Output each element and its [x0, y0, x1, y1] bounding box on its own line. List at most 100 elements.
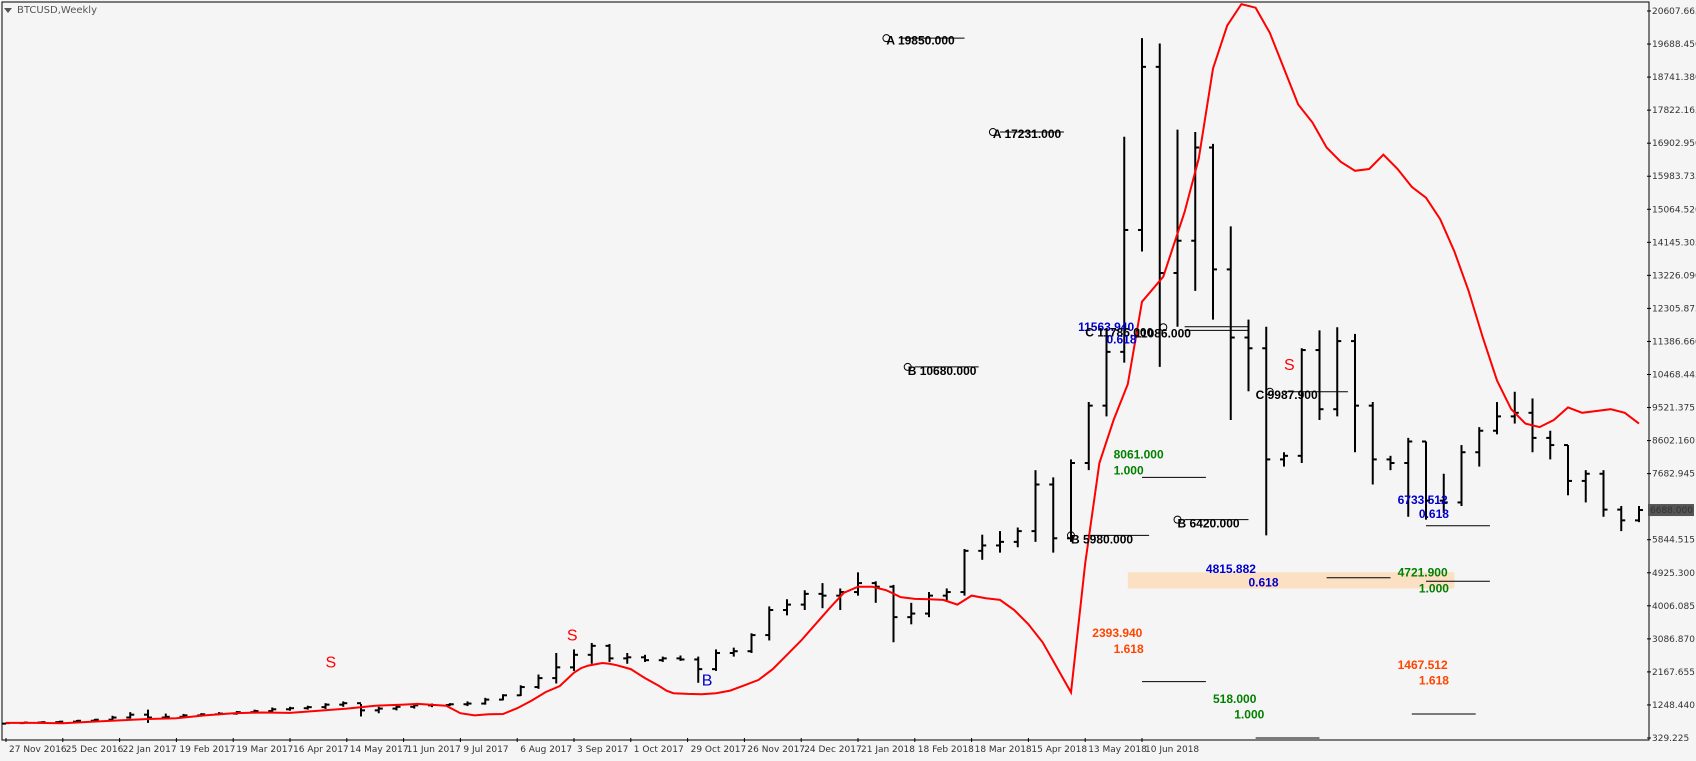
pivot-circle	[903, 362, 912, 371]
ohlc-bar[interactable]	[1262, 326, 1271, 536]
ohlc-bar[interactable]	[1439, 473, 1448, 514]
ohlc-bar[interactable]	[623, 653, 632, 664]
x-tick-label: 16 Apr 2017	[293, 745, 349, 755]
ohlc-bar[interactable]	[392, 704, 401, 711]
ohlc-bar[interactable]	[1564, 444, 1572, 496]
ohlc-bar[interactable]	[161, 713, 170, 719]
ohlc-bar[interactable]	[587, 642, 596, 664]
ohlc-bar[interactable]	[268, 707, 277, 713]
ohlc-bar[interactable]	[1315, 330, 1324, 420]
ohlc-bar[interactable]	[1244, 319, 1253, 392]
ohlc-bar[interactable]	[1475, 427, 1484, 467]
ohlc-bar[interactable]	[1581, 470, 1590, 503]
ohlc-bar[interactable]	[1457, 445, 1466, 507]
y-tick-label: 16902.950	[1652, 139, 1696, 149]
ohlc-bar[interactable]	[1297, 348, 1306, 463]
ohlc-bar[interactable]	[942, 588, 951, 602]
fibonacci-level-label: 0.618	[1419, 507, 1449, 521]
ohlc-bar[interactable]	[339, 701, 348, 707]
y-tick-label: 10468.445	[1652, 371, 1696, 381]
ohlc-bar[interactable]	[658, 656, 667, 662]
x-tick-label: 11 Jun 2017	[407, 745, 461, 755]
ohlc-bar[interactable]	[960, 549, 969, 596]
ohlc-bar[interactable]	[854, 572, 862, 596]
ohlc-bar[interactable]	[1138, 38, 1146, 252]
pivot-circle	[988, 128, 997, 137]
ohlc-bar[interactable]	[1013, 527, 1022, 548]
ohlc-bar[interactable]	[374, 706, 383, 714]
ohlc-bar[interactable]	[1404, 437, 1413, 517]
ohlc-bar[interactable]	[1155, 43, 1164, 367]
symbol-label: BTCUSD,Weekly	[17, 5, 97, 16]
ohlc-bar[interactable]	[1102, 330, 1111, 417]
ohlc-bar[interactable]	[1191, 132, 1200, 291]
ohlc-bar[interactable]	[747, 633, 756, 654]
ohlc-bar[interactable]	[800, 590, 809, 610]
ohlc-bar[interactable]	[534, 674, 543, 689]
y-tick-label: 14145.305	[1652, 238, 1696, 248]
ohlc-bar[interactable]	[1226, 226, 1235, 420]
ohlc-bar[interactable]	[694, 656, 703, 683]
ohlc-bar[interactable]	[126, 712, 135, 719]
signal-marker: B	[702, 672, 713, 689]
fibonacci-level-label: 0.618	[1249, 576, 1279, 590]
ohlc-bar[interactable]	[1635, 506, 1643, 523]
ohlc-bar[interactable]	[552, 653, 561, 684]
triangle-down-icon[interactable]	[4, 8, 12, 13]
ohlc-bar[interactable]	[729, 647, 738, 657]
x-tick-label: 15 Apr 2018	[1031, 745, 1087, 755]
y-tick-label: 5844.515	[1652, 536, 1695, 546]
ohlc-bar[interactable]	[907, 602, 916, 625]
ohlc-bar[interactable]	[1351, 333, 1359, 453]
ohlc-bar[interactable]	[676, 655, 685, 661]
ohlc-bar[interactable]	[1422, 440, 1430, 520]
ohlc-bar[interactable]	[144, 709, 152, 723]
ohlc-bar[interactable]	[1617, 506, 1626, 532]
ohlc-bar[interactable]	[871, 581, 880, 603]
ohlc-bar[interactable]	[1084, 402, 1093, 471]
ohlc-bar[interactable]	[1333, 327, 1342, 417]
ohlc-bar[interactable]	[321, 703, 330, 709]
ohlc-bar[interactable]	[499, 694, 507, 701]
signal-marker: S	[1284, 357, 1295, 374]
ohlc-bar[interactable]	[516, 685, 525, 697]
ohlc-bar[interactable]	[605, 644, 614, 662]
ohlc-bar[interactable]	[978, 534, 987, 560]
ohlc-bar[interactable]	[1368, 402, 1377, 485]
ohlc-bar[interactable]	[641, 654, 649, 662]
x-tick-label: 24 Dec 2017	[804, 745, 862, 755]
ohlc-bar[interactable]	[1049, 477, 1058, 553]
x-tick-label: 21 Jan 2018	[861, 745, 915, 755]
ohlc-bar[interactable]	[1599, 470, 1608, 517]
wave-label: 11563.940	[1078, 320, 1134, 334]
ohlc-bar[interactable]	[996, 531, 1004, 553]
ohlc-bar[interactable]	[1031, 470, 1040, 542]
ohlc-bar[interactable]	[303, 705, 312, 710]
ohlc-bar[interactable]	[357, 702, 365, 717]
ohlc-bar[interactable]	[1493, 402, 1501, 435]
ohlc-bar[interactable]	[1280, 452, 1288, 467]
ohlc-bar[interactable]	[463, 701, 472, 707]
wave-label: B 6420.000	[1178, 517, 1240, 531]
ohlc-bar[interactable]	[818, 583, 827, 609]
wave-label: C 11786.000	[1085, 325, 1153, 339]
ohlc-bar[interactable]	[783, 599, 791, 616]
x-tick-label: 10 Jun 2018	[1145, 745, 1199, 755]
x-tick-label: 14 May 2017	[350, 745, 409, 755]
fibonacci-level-label: 4721.900	[1398, 565, 1448, 579]
ohlc-bar[interactable]	[1120, 136, 1129, 363]
ohlc-bar[interactable]	[570, 649, 578, 671]
ohlc-bar[interactable]	[712, 649, 720, 671]
ohlc-bar[interactable]	[765, 606, 774, 641]
ohlc-bar[interactable]	[1546, 430, 1555, 460]
ohlc-bar[interactable]	[286, 706, 294, 711]
ohlc-bar[interactable]	[481, 697, 490, 705]
x-tick-label: 25 Dec 2016	[66, 745, 124, 755]
ohlc-bar[interactable]	[1386, 455, 1395, 471]
ohlc-bar[interactable]	[1173, 129, 1182, 327]
ohlc-bar[interactable]	[1209, 143, 1217, 320]
ohlc-bar[interactable]	[925, 592, 933, 618]
